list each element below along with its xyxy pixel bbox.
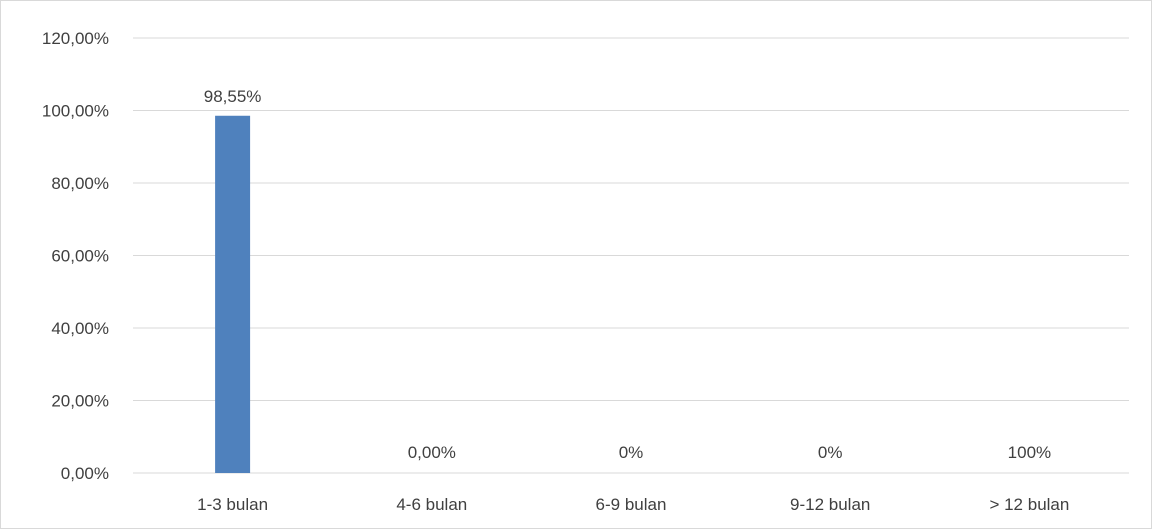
y-tick-label: 80,00% bbox=[51, 174, 109, 193]
y-tick-label: 100,00% bbox=[42, 102, 109, 121]
x-tick-label: 6-9 bulan bbox=[596, 495, 667, 514]
data-label: 0,00% bbox=[408, 443, 456, 462]
y-tick-label: 0,00% bbox=[61, 464, 109, 483]
x-tick-label: 4-6 bulan bbox=[396, 495, 467, 514]
data-labels: 98,55% 0,00% 0% 0% 100% bbox=[204, 87, 1051, 462]
y-tick-label: 120,00% bbox=[42, 29, 109, 48]
x-axis-ticks: 1-3 bulan 4-6 bulan 6-9 bulan 9-12 bulan > 1… bbox=[197, 495, 1069, 514]
bar bbox=[215, 115, 251, 473]
data-label: 100% bbox=[1008, 443, 1051, 462]
y-axis-ticks: 0,00% 20,00% 40,00% 60,00% 80,00% 100,00% 120,… bbox=[42, 29, 109, 483]
data-label: 0% bbox=[619, 443, 644, 462]
y-tick-label: 60,00% bbox=[51, 247, 109, 266]
data-label: 98,55% bbox=[204, 87, 262, 106]
x-tick-label: 1-3 bulan bbox=[197, 495, 268, 514]
x-tick-label: > 12 bulan bbox=[989, 495, 1069, 514]
data-label: 0% bbox=[818, 443, 843, 462]
x-tick-label: 9-12 bulan bbox=[790, 495, 870, 514]
y-tick-label: 40,00% bbox=[51, 319, 109, 338]
bars bbox=[215, 115, 251, 473]
y-tick-label: 20,00% bbox=[51, 392, 109, 411]
gridlines bbox=[133, 37, 1129, 474]
